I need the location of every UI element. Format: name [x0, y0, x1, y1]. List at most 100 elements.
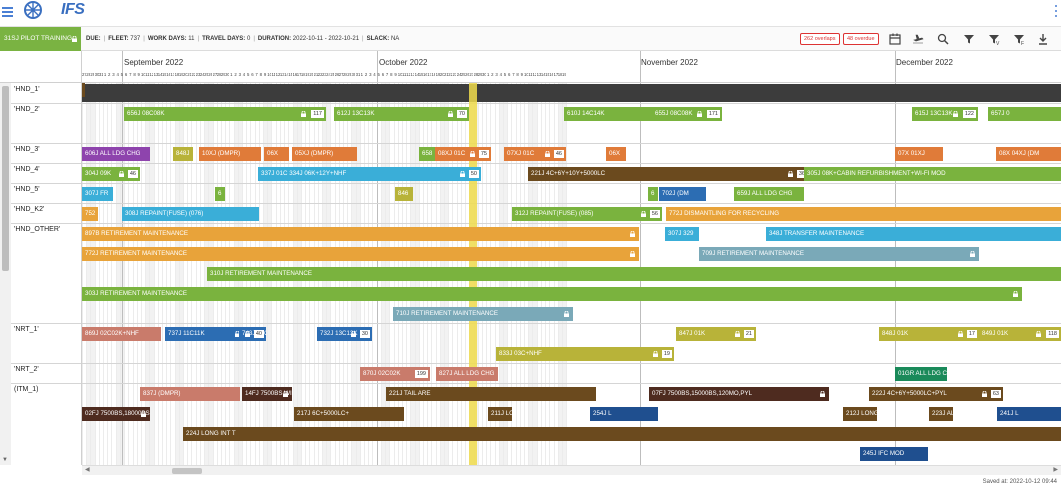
work-package-bar[interactable]: 254J L	[590, 407, 658, 421]
vertical-scrollbar[interactable]: ▼	[0, 83, 11, 465]
work-package-bar[interactable]: 606J ALL LDG CHG	[82, 147, 150, 161]
search-icon[interactable]	[936, 32, 950, 46]
work-package-bar[interactable]: 245J IFC MOD	[860, 447, 928, 461]
work-package-bar[interactable]: 833J 03C+NHF 19	[496, 347, 674, 361]
day-number: 21	[313, 72, 318, 77]
work-package-bar[interactable]: 846	[395, 187, 413, 201]
work-package-bar[interactable]: 222J 4C+6Y+5000LC+PYL 63	[869, 387, 1003, 401]
work-package-bar[interactable]: 05XJ (DMPR)	[292, 147, 357, 161]
work-package-bar[interactable]: 211J LONG INT TASK+5000LC+N	[488, 407, 512, 421]
work-package-bar[interactable]: 304J 09K 46	[82, 167, 140, 181]
work-package-bar[interactable]: 870J 02C02K 199	[360, 367, 430, 381]
work-package-bar[interactable]: 241J L	[997, 407, 1061, 421]
work-package-bar[interactable]: 752	[82, 207, 98, 221]
work-package-bar[interactable]: 743J 09C09K40	[239, 327, 266, 341]
more-options-icon[interactable]	[1053, 3, 1059, 19]
horizontal-scrollbar[interactable]: ◀ ▶	[82, 465, 1061, 475]
work-package-bar[interactable]: 217J 6C+5000LC+	[294, 407, 404, 421]
hamburger-menu-icon[interactable]	[0, 4, 18, 20]
work-package-bar[interactable]: 849J 01K 118	[979, 327, 1061, 341]
work-package-bar[interactable]: 303J RETIREMENT MAINTENANCE	[82, 287, 1022, 301]
work-package-bar[interactable]: 01GR ALL LDG CH	[895, 367, 947, 381]
work-package-bar[interactable]: 223J ALL	[929, 407, 953, 421]
work-package-bar[interactable]: 312J REPAINT(FUSE) (085) 56	[512, 207, 662, 221]
work-package-bar[interactable]: 710J RETIREMENT MAINTENANCE	[393, 307, 573, 321]
work-package-bar[interactable]: 655J 08C08K 171	[652, 107, 722, 121]
work-package-bar[interactable]: 337J 01C 334J 06K+12Y+NHF 50	[258, 167, 481, 181]
work-package-bar[interactable]: 07XJ 01C 46	[504, 147, 566, 161]
work-package-bar[interactable]: 659J ALL LDG CHG	[734, 187, 804, 201]
flight-icon[interactable]	[911, 32, 925, 46]
resource-label[interactable]: 'HND_OTHER'	[14, 226, 61, 233]
grid-line	[178, 83, 180, 465]
work-package-bar[interactable]: 656J 08C08K 117	[124, 107, 326, 121]
work-package-bar[interactable]: 212J LONG INT T	[843, 407, 877, 421]
scroll-right-icon[interactable]: ▶	[1053, 467, 1058, 473]
download-icon[interactable]	[1036, 32, 1050, 46]
work-package-bar[interactable]: 772J DISMANTLING FOR RECYCLING	[666, 207, 1061, 221]
work-package-bar[interactable]: 07FJ 7500BS,15000BS,120MO,PYL	[649, 387, 829, 401]
work-package-bar[interactable]: 07X 01XJ	[895, 147, 943, 161]
work-package-bar[interactable]: 658	[419, 147, 439, 161]
work-package-bar[interactable]: 6	[215, 187, 225, 201]
work-package-bar[interactable]: 221J 4C+6Y+10Y+5000LC 36	[528, 167, 809, 181]
filter-icon[interactable]	[962, 32, 976, 46]
work-package-bar[interactable]: 848J 01K 17	[879, 327, 979, 341]
resource-label[interactable]: 'HND_1'	[14, 86, 40, 93]
work-package-bar[interactable]: 348J TRANSFER MAINTENANCE	[766, 227, 1061, 241]
day-number: 17	[296, 72, 301, 77]
plan-name-chip[interactable]: 31SJ PILOT TRAINING	[0, 27, 81, 51]
resource-label[interactable]: 'HND_4'	[14, 166, 40, 173]
work-package-bar[interactable]: 837J (DMPR)	[140, 387, 240, 401]
work-package-bar[interactable]: 827J ALL LDG CHG	[436, 367, 498, 381]
work-package-bar[interactable]: 10XJ (DMPR)	[199, 147, 261, 161]
work-package-count: 70	[456, 110, 467, 118]
day-number: 3	[495, 72, 498, 77]
calendar-icon[interactable]	[888, 32, 902, 46]
scroll-left-icon[interactable]: ◀	[85, 467, 90, 473]
work-package-bar[interactable]: 308J REPAINT(FUSE) (076)	[122, 207, 259, 221]
work-package-bar[interactable]: 657J 0	[988, 107, 1061, 121]
work-package-bar[interactable]: 615J 13C13K 122	[912, 107, 978, 121]
scroll-down-icon[interactable]: ▼	[2, 457, 8, 463]
work-package-bar[interactable]: 612J 13C13K 70	[334, 107, 469, 121]
work-package-bar[interactable]: 897B RETIREMENT MAINTENANCE	[82, 227, 639, 241]
filter-v-icon[interactable]: V	[987, 32, 1001, 47]
work-package-bar[interactable]: 732J 13C13K 30	[317, 327, 372, 341]
work-package-bar[interactable]: 848J	[173, 147, 193, 161]
resource-label[interactable]: (ITM_1)	[14, 386, 39, 393]
work-package-bar[interactable]: 310J RETIREMENT MAINTENANCE	[207, 267, 1061, 281]
work-package-bar[interactable]: 221J TAIL ARE	[386, 387, 596, 401]
work-package-bar[interactable]: 224J LONG INT T	[183, 427, 1061, 441]
resource-label[interactable]: 'NRT_2'	[14, 366, 39, 373]
work-package-bar[interactable]: 307J FR	[82, 187, 113, 201]
work-package-bar[interactable]: 02FJ 7500BS,18000BS	[82, 407, 150, 421]
work-package-bar[interactable]: 307J 329	[665, 227, 699, 241]
grid-line	[195, 83, 197, 465]
horizontal-scroll-thumb[interactable]	[172, 468, 202, 474]
work-package-bar[interactable]: 14FJ 7500BS,WINGTIP	[242, 387, 292, 401]
resource-label[interactable]: 'HND_2'	[14, 106, 40, 113]
work-package-bar[interactable]: 702J (DM	[659, 187, 706, 201]
work-package-bar[interactable]: 772J RETIREMENT MAINTENANCE	[82, 247, 639, 261]
resource-label[interactable]: 'HND_K2'	[14, 206, 45, 213]
work-package-bar[interactable]: 06X	[606, 147, 626, 161]
resource-label[interactable]: 'HND_3'	[14, 146, 40, 153]
resource-label[interactable]: 'NRT_1'	[14, 326, 39, 333]
work-package-bar[interactable]: 869J 02C02K+NHF	[82, 327, 161, 341]
work-package-bar[interactable]: 709J RETIREMENT MAINTENANCE	[699, 247, 979, 261]
work-package-bar[interactable]: 06X	[264, 147, 289, 161]
overdue-badge[interactable]: 48 overdue	[843, 33, 879, 45]
work-package-label: 737J 11C11K	[168, 330, 205, 337]
work-package-bar[interactable]: 6	[648, 187, 658, 201]
work-package-bar[interactable]: 08XJ 01C 75	[435, 147, 491, 161]
overlaps-badge[interactable]: 262 overlaps	[800, 33, 840, 45]
grid-line	[82, 83, 83, 465]
vertical-scroll-thumb[interactable]	[2, 86, 9, 271]
work-package-bar[interactable]: 217J C/O(H/STAB)	[82, 83, 85, 97]
filter-f-icon[interactable]: F	[1012, 32, 1026, 47]
work-package-bar[interactable]: 847J 01K 21	[676, 327, 756, 341]
resource-label[interactable]: 'HND_5'	[14, 186, 40, 193]
work-package-bar[interactable]: 305J 08K+CABIN REFURBISHMENT+WI-FI MOD	[804, 167, 1061, 181]
work-package-bar[interactable]: 08X 04XJ (DM	[996, 147, 1061, 161]
